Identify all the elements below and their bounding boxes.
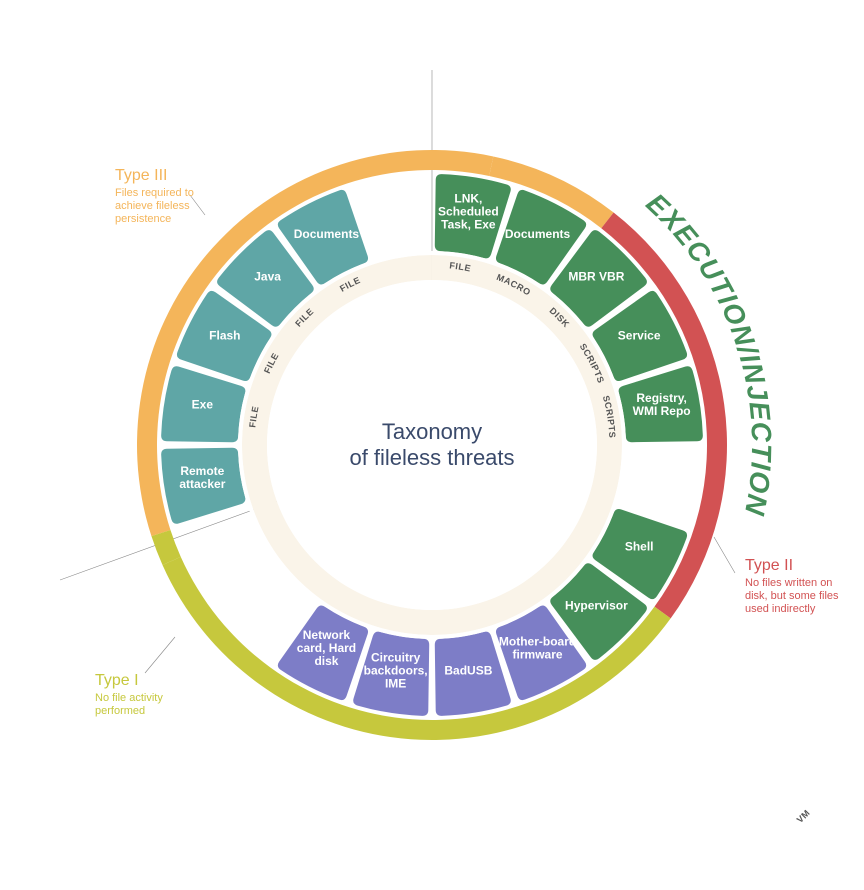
type-title: Type I [95, 672, 139, 689]
taxonomy-diagram: RemoteattackerNETWORKExeFILEFlashFILEJav… [0, 0, 864, 890]
segment-label: Documents [294, 227, 360, 241]
type-desc: No file activityperformed [95, 692, 163, 717]
segment-label: Hypervisor [565, 598, 628, 612]
type-title: Type III [115, 167, 167, 184]
segment-label: Exe [192, 398, 214, 412]
segment-label: Flash [209, 328, 240, 342]
type-desc: No files written ondisk, but some filesu… [745, 577, 839, 615]
segment-label: Shell [625, 540, 654, 554]
callout-line [145, 637, 175, 673]
segment-label: Service [618, 328, 661, 342]
type-title: Type II [745, 557, 793, 574]
segment-label: Documents [505, 227, 571, 241]
segment-label: MBR VBR [568, 270, 624, 284]
segment-label: BadUSB [444, 664, 492, 678]
segment-label: Remoteattacker [179, 464, 225, 491]
segment-label: Registry,WMI Repo [633, 391, 691, 418]
segment-label: Java [254, 270, 281, 284]
inner-label: VM [795, 808, 812, 825]
callout-line [714, 537, 735, 573]
type-desc: Files required toachieve filelesspersist… [115, 187, 194, 225]
